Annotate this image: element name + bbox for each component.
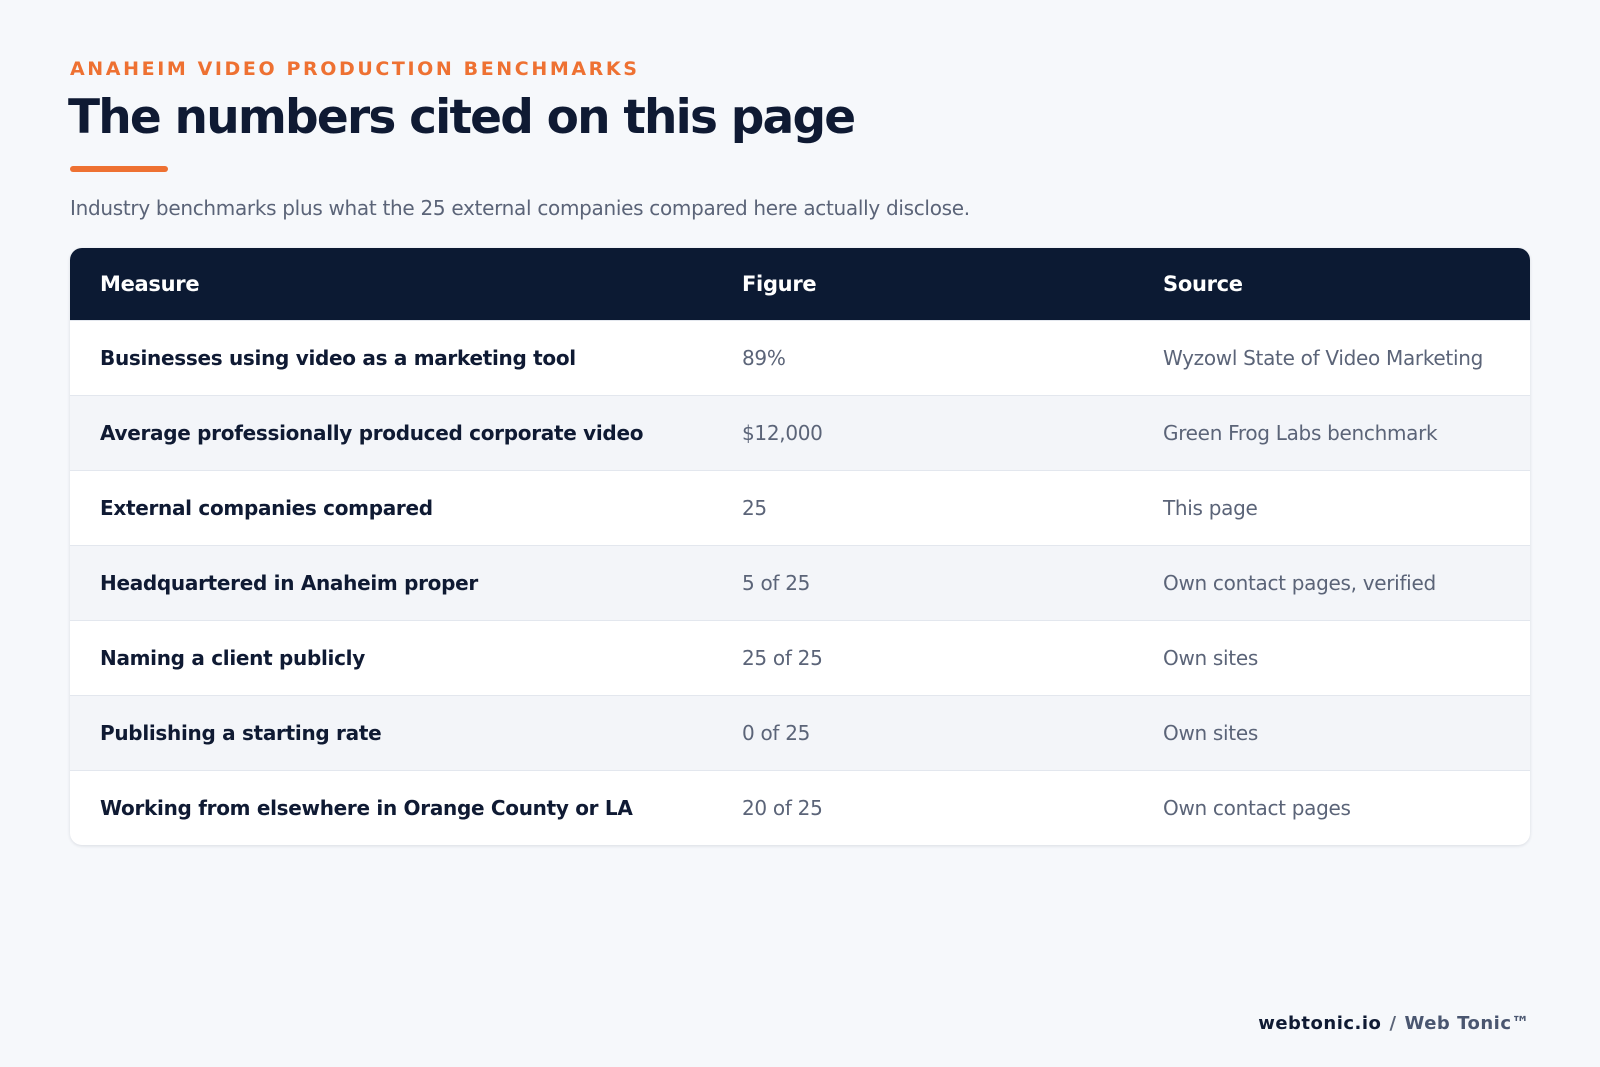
figure-cell: $12,000 bbox=[712, 395, 1133, 471]
column-header: Measure bbox=[70, 248, 712, 321]
source-cell: Own contact pages bbox=[1133, 770, 1530, 845]
measure-cell: Naming a client publicly bbox=[70, 620, 712, 696]
footer-separator: / bbox=[1389, 1013, 1397, 1034]
table-card: Measure Figure Source Businesses using vid… bbox=[70, 248, 1530, 845]
figure-cell: 89% bbox=[712, 320, 1133, 396]
source-cell: Wyzowl State of Video Marketing bbox=[1133, 320, 1530, 396]
footer-site: webtonic.io bbox=[1258, 1013, 1382, 1034]
figure-cell: 25 bbox=[712, 470, 1133, 546]
table-row: Headquartered in Anaheim proper 5 of 25 Ow… bbox=[70, 545, 1530, 621]
footer: webtonic.io / Web Tonic™ bbox=[1258, 1013, 1530, 1034]
header-row: Measure Figure Source bbox=[70, 248, 1530, 321]
footer-brand: Web Tonic™ bbox=[1404, 1013, 1530, 1034]
eyebrow: ANAHEIM VIDEO PRODUCTION BENCHMARKS bbox=[70, 58, 640, 80]
table-row: Working from elsewhere in Orange County … bbox=[70, 770, 1530, 845]
table-row: Publishing a starting rate 0 of 25 Own sit… bbox=[70, 695, 1530, 771]
column-header: Source bbox=[1133, 248, 1530, 321]
measure-cell: Working from elsewhere in Orange County … bbox=[70, 770, 712, 845]
measure-cell: Businesses using video as a marketing to… bbox=[70, 320, 712, 396]
table-row: Average professionally produced corporat… bbox=[70, 395, 1530, 471]
measure-cell: External companies compared bbox=[70, 470, 712, 546]
source-cell: Own contact pages, verified bbox=[1133, 545, 1530, 621]
source-cell: Own sites bbox=[1133, 620, 1530, 696]
measure-cell: Publishing a starting rate bbox=[70, 695, 712, 771]
table-row: External companies compared 25 This page bbox=[70, 470, 1530, 546]
source-cell: This page bbox=[1133, 470, 1530, 546]
figure-cell: 20 of 25 bbox=[712, 770, 1133, 845]
source-cell: Own sites bbox=[1133, 695, 1530, 771]
figure-cell: 0 of 25 bbox=[712, 695, 1133, 771]
title: The numbers cited on this page bbox=[68, 90, 856, 145]
figure-cell: 25 of 25 bbox=[712, 620, 1133, 696]
source-cell: Green Frog Labs benchmark bbox=[1133, 395, 1530, 471]
table: Measure Figure Source Businesses using vid… bbox=[70, 248, 1530, 845]
table-row: Naming a client publicly 25 of 25 Own site… bbox=[70, 620, 1530, 696]
subtitle: Industry benchmarks plus what the 25 ext… bbox=[70, 196, 970, 220]
accent-bar bbox=[70, 166, 168, 172]
figure-cell: 5 of 25 bbox=[712, 545, 1133, 621]
measure-cell: Headquartered in Anaheim proper bbox=[70, 545, 712, 621]
table-row: Businesses using video as a marketing to… bbox=[70, 320, 1530, 396]
measure-cell: Average professionally produced corporat… bbox=[70, 395, 712, 471]
column-header: Figure bbox=[712, 248, 1133, 321]
